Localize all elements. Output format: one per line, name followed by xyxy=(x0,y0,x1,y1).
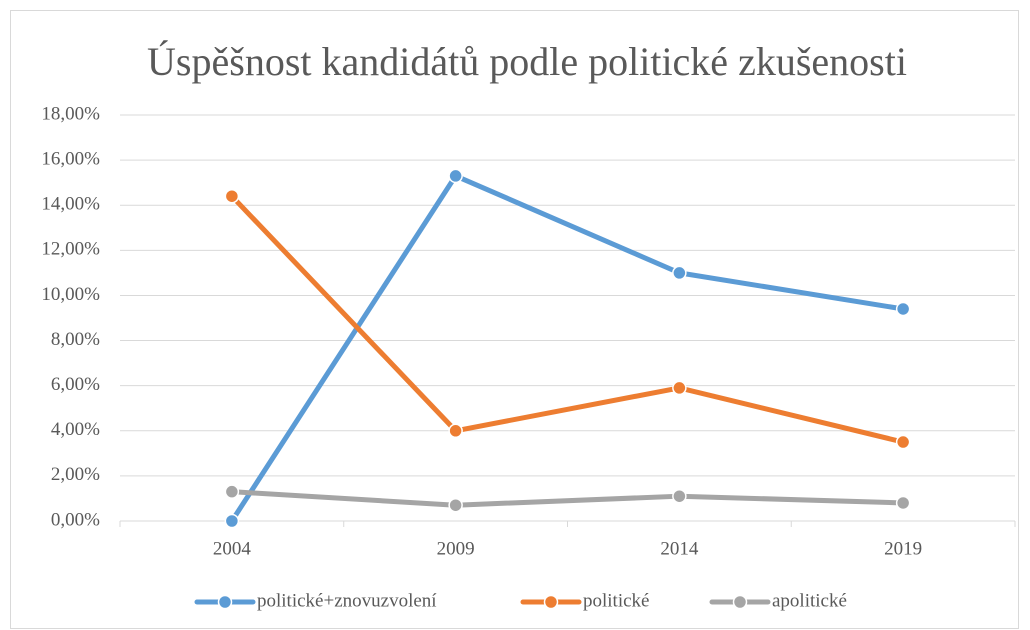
data-point xyxy=(672,380,687,396)
data-point xyxy=(672,265,687,281)
y-tick-label: 0,00% xyxy=(51,509,100,530)
y-tick-label: 16,00% xyxy=(41,148,100,169)
legend-marker xyxy=(543,594,559,610)
y-tick-label: 12,00% xyxy=(41,239,100,260)
x-tick-label: 2009 xyxy=(437,538,475,559)
y-tick-label: 8,00% xyxy=(51,329,100,350)
chart-frame xyxy=(10,10,1019,629)
legend-marker xyxy=(732,594,748,610)
y-tick-label: 10,00% xyxy=(41,284,100,305)
series-line xyxy=(229,489,906,508)
data-point xyxy=(224,513,240,529)
data-point xyxy=(895,495,911,511)
x-tick-label: 2004 xyxy=(213,538,252,559)
y-tick-label: 4,00% xyxy=(51,419,100,440)
legend-item: politické+znovuzvolení xyxy=(194,590,437,611)
data-point xyxy=(224,188,240,204)
y-tick-label: 2,00% xyxy=(51,464,100,485)
y-tick-label: 14,00% xyxy=(41,194,100,215)
data-point xyxy=(448,168,463,184)
legend-marker xyxy=(217,594,233,610)
legend-item: apolitické xyxy=(709,590,847,611)
data-point xyxy=(895,434,911,450)
x-tick-label: 2019 xyxy=(884,538,922,559)
data-point xyxy=(448,497,463,513)
series-line xyxy=(229,193,906,445)
data-point xyxy=(448,423,463,439)
legend-label: apolitické xyxy=(772,590,847,611)
chart-title: Úspěšnost kandidátů podle politické zkuš… xyxy=(147,39,907,84)
legend-label: politické+znovuzvolení xyxy=(257,590,437,611)
data-point xyxy=(895,301,911,317)
legend-label: politické xyxy=(583,590,649,611)
data-point xyxy=(672,488,687,504)
x-tick-label: 2014 xyxy=(660,538,699,559)
data-point xyxy=(224,484,240,499)
series-line xyxy=(229,173,906,524)
y-tick-label: 6,00% xyxy=(51,374,100,395)
y-tick-label: 18,00% xyxy=(41,103,100,124)
legend-item: politické xyxy=(520,590,649,611)
